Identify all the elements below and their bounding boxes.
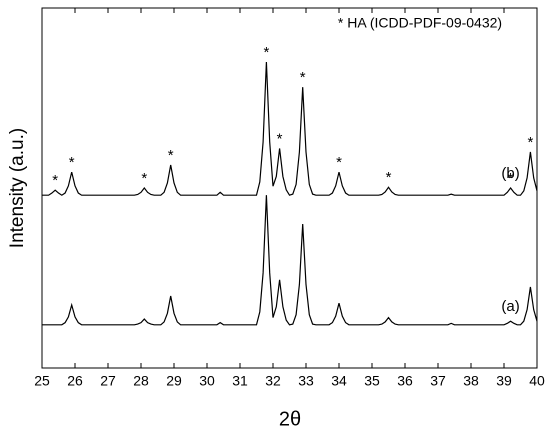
- annotation: * HA (ICDD-PDF-09-0432): [338, 15, 502, 31]
- x-tick-label: 40: [529, 373, 545, 389]
- x-tick-label: 29: [166, 373, 182, 389]
- x-tick-label: 38: [463, 373, 479, 389]
- series-line: [42, 61, 538, 196]
- x-tick-label: 32: [265, 373, 281, 389]
- x-tick-label: 33: [298, 373, 314, 389]
- x-tick-label: 25: [34, 373, 50, 389]
- series-label: (a): [501, 298, 519, 315]
- x-tick-label: 39: [496, 373, 512, 389]
- peak-marker: *: [527, 134, 533, 151]
- x-tick-label: 31: [232, 373, 248, 389]
- x-tick-label: 30: [199, 373, 215, 389]
- series-label: (b): [501, 165, 519, 182]
- peak-marker: *: [168, 147, 174, 164]
- peak-marker: *: [52, 172, 58, 189]
- series-line: [42, 195, 538, 326]
- x-tick-label: 26: [67, 373, 83, 389]
- peak-marker: *: [277, 130, 283, 147]
- x-tick-label: 36: [397, 373, 413, 389]
- peak-marker: *: [141, 170, 147, 187]
- plot-frame: [41, 7, 538, 369]
- peak-marker: *: [69, 154, 75, 171]
- x-tick-label: 35: [364, 373, 380, 389]
- x-tick-label: 37: [430, 373, 446, 389]
- peak-marker: *: [263, 44, 269, 61]
- x-tick-label: 28: [133, 373, 149, 389]
- x-tick-label: 34: [331, 373, 347, 389]
- peak-marker: *: [300, 69, 306, 86]
- peak-marker: *: [386, 169, 392, 186]
- x-axis-label: 2θ: [279, 408, 301, 430]
- x-tick-label: 27: [100, 373, 116, 389]
- y-axis-label: Intensity (a.u.): [7, 128, 28, 248]
- peak-marker: *: [336, 154, 342, 171]
- peak-marker: *: [508, 170, 514, 187]
